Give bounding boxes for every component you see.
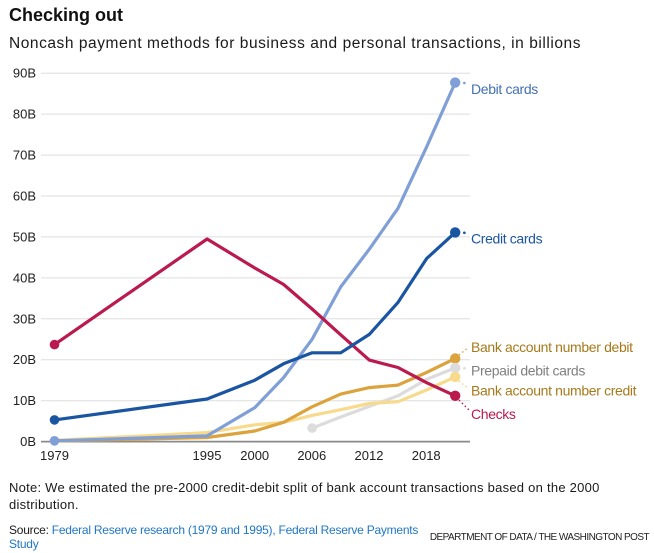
svg-text:70B: 70B [13,148,36,163]
svg-text:1995: 1995 [193,448,222,463]
svg-text:10B: 10B [13,393,36,408]
svg-text:40B: 40B [13,270,36,285]
svg-text:Bank account number credit: Bank account number credit [471,383,637,399]
svg-text:90B: 90B [13,66,36,81]
svg-text:20B: 20B [13,352,36,367]
svg-text:Prepaid debit cards: Prepaid debit cards [471,363,585,379]
svg-text:0B: 0B [20,434,36,449]
svg-text:80B: 80B [13,107,36,122]
svg-text:1979: 1979 [40,448,69,463]
svg-text:2000: 2000 [240,448,269,463]
svg-text:60B: 60B [13,189,36,204]
svg-text:30B: 30B [13,311,36,326]
svg-text:2012: 2012 [355,448,384,463]
svg-text:2018: 2018 [412,448,441,463]
svg-text:Checks: Checks [471,406,516,422]
svg-text:Credit cards: Credit cards [471,231,543,247]
svg-text:Debit cards: Debit cards [471,81,538,97]
svg-text:2006: 2006 [297,448,326,463]
svg-text:Bank account number debit: Bank account number debit [471,339,633,355]
svg-text:50B: 50B [13,229,36,244]
